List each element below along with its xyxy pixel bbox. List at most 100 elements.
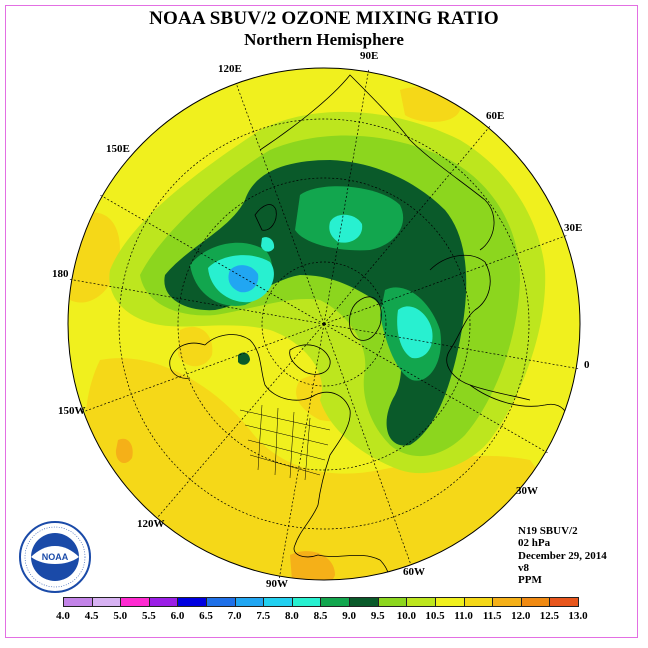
meridian-30w bbox=[323, 323, 549, 454]
colorbar-cell bbox=[120, 597, 150, 607]
colorbar-tick-label: 4.0 bbox=[56, 610, 70, 622]
colorbar-cell bbox=[148, 597, 179, 607]
colorbar-cell bbox=[492, 597, 522, 607]
meridian-120e bbox=[235, 82, 325, 325]
meridian-120w bbox=[156, 323, 325, 519]
colorbar-tick-label: 5.5 bbox=[141, 610, 156, 622]
colorbar-cell bbox=[463, 597, 494, 607]
logo-gull bbox=[31, 546, 79, 564]
colorbar-tick-label: 12.5 bbox=[539, 610, 559, 622]
meridian-60w bbox=[323, 323, 412, 566]
colorbar-cell bbox=[434, 597, 465, 607]
colorbar-cell bbox=[291, 597, 322, 607]
colorbar-tick-label: 8.5 bbox=[313, 610, 328, 622]
colorbar-tick-label: 12.0 bbox=[511, 610, 531, 622]
meridian-180 bbox=[67, 278, 325, 325]
colorbar-cell bbox=[91, 597, 122, 607]
coast-greenland bbox=[349, 296, 382, 341]
colorbar-cell bbox=[234, 597, 265, 607]
meridian-0 bbox=[323, 323, 581, 370]
graticule bbox=[67, 67, 581, 581]
colorbar-tick-label: 5.0 bbox=[113, 610, 128, 622]
contour-cyan-east bbox=[397, 306, 433, 359]
coast-alaska bbox=[169, 342, 206, 379]
colorbar-tick-label: 4.5 bbox=[84, 610, 99, 622]
logo-text: NOAA bbox=[42, 552, 69, 562]
meridian-150w bbox=[79, 323, 325, 414]
contour-darkgreen-spot bbox=[238, 352, 250, 365]
contour-deep-orange-south bbox=[290, 551, 335, 580]
colorbar-tick-label: 13.0 bbox=[568, 610, 588, 622]
latitude-circle-70 bbox=[261, 261, 387, 387]
coast-europe bbox=[429, 255, 531, 401]
lon-label-90w: 90W bbox=[266, 578, 288, 590]
colorbar-cell bbox=[377, 597, 408, 607]
colorbar-tick-label: 10.5 bbox=[425, 610, 445, 622]
lon-label-0: 0 bbox=[584, 359, 590, 371]
units-label: PPM bbox=[518, 574, 542, 587]
contour-cyan-north bbox=[329, 214, 363, 243]
colorbar-tick-label: 6.0 bbox=[170, 610, 185, 622]
logo-ring-text bbox=[24, 526, 86, 588]
colorbar-tick-label: 7.5 bbox=[256, 610, 271, 622]
contour-cyan-small bbox=[261, 237, 275, 252]
latitude-circle-50 bbox=[177, 177, 471, 471]
meridian-90w bbox=[278, 323, 325, 581]
colorbar-cell bbox=[320, 597, 351, 607]
colorbar-cell bbox=[406, 597, 436, 607]
colorbar-cell bbox=[263, 597, 293, 607]
colorbar-tick-label: 11.0 bbox=[454, 610, 473, 622]
lon-label-60e: 60E bbox=[486, 110, 505, 122]
colorbar-labels: 4.0 4.5 5.0 5.5 6.0 6.5 7.0 7.5 8.0 8.5 9.0 9.5 10.0… bbox=[0, 610, 648, 624]
colorbar-tick-label: 11.5 bbox=[482, 610, 502, 622]
colorbar-tick-label: 6.5 bbox=[199, 610, 213, 622]
meridian-60e bbox=[323, 124, 492, 325]
contour-orange-south bbox=[85, 358, 560, 580]
colorbar-tick-label: 9.0 bbox=[342, 610, 356, 622]
ozone-field bbox=[68, 68, 580, 580]
lon-label-30w: 30W bbox=[516, 485, 538, 497]
lon-label-180: 180 bbox=[52, 268, 69, 280]
lon-label-120e: 120E bbox=[218, 63, 242, 75]
version-label: v8 bbox=[518, 561, 529, 574]
lon-label-150w: 150W bbox=[58, 405, 86, 417]
coast-south-america bbox=[317, 554, 390, 580]
colorbar-cell bbox=[520, 597, 551, 607]
contour-orange-ne bbox=[400, 86, 460, 122]
contour-orange-west-patch bbox=[178, 326, 213, 367]
colorbar-cell bbox=[549, 597, 579, 607]
lon-label-90e: 90E bbox=[360, 50, 379, 62]
colorbar-cell bbox=[349, 597, 379, 607]
colorbar-tick-label: 7.0 bbox=[227, 610, 242, 622]
contour-deep-orange-west bbox=[115, 438, 133, 464]
meridian-90e bbox=[323, 67, 370, 325]
coast-asia bbox=[259, 74, 495, 251]
plot-frame bbox=[5, 5, 638, 638]
meridian-150e bbox=[99, 194, 325, 325]
lon-label-120w: 120W bbox=[137, 518, 165, 530]
coast-kamchatka bbox=[254, 204, 277, 231]
colorbar-tick-label: 10.0 bbox=[396, 610, 416, 622]
meridian-30e bbox=[323, 234, 569, 325]
colorbar-cell bbox=[63, 597, 93, 607]
contour-blue-west bbox=[228, 265, 259, 293]
lon-label-30e: 30E bbox=[564, 222, 583, 234]
coast-hudson bbox=[289, 344, 331, 375]
satellite-label: N19 SBUV/2 bbox=[518, 525, 578, 537]
colorbar-tick-label: 9.5 bbox=[370, 610, 385, 622]
latitude-circle-30 bbox=[118, 118, 530, 530]
colorbar-cell bbox=[177, 597, 208, 607]
pressure-level-label: 02 hPa bbox=[518, 537, 551, 550]
map-title: NOAA SBUV/2 OZONE MIXING RATIO bbox=[149, 8, 499, 29]
lon-label-60w: 60W bbox=[403, 566, 425, 578]
colorbar bbox=[63, 597, 579, 607]
date-label: December 29, 2014 bbox=[518, 549, 607, 562]
noaa-logo: NOAA bbox=[19, 521, 91, 593]
product-info: N19 SBUV/2 02 hPa December 29, 2014 v8 P… bbox=[518, 525, 607, 586]
colorbar-tick-label: 8.0 bbox=[285, 610, 299, 622]
colorbar-cell bbox=[206, 597, 236, 607]
map-boundary bbox=[67, 67, 581, 581]
map-subtitle: Northern Hemisphere bbox=[244, 30, 404, 49]
coast-north-america bbox=[204, 334, 351, 558]
